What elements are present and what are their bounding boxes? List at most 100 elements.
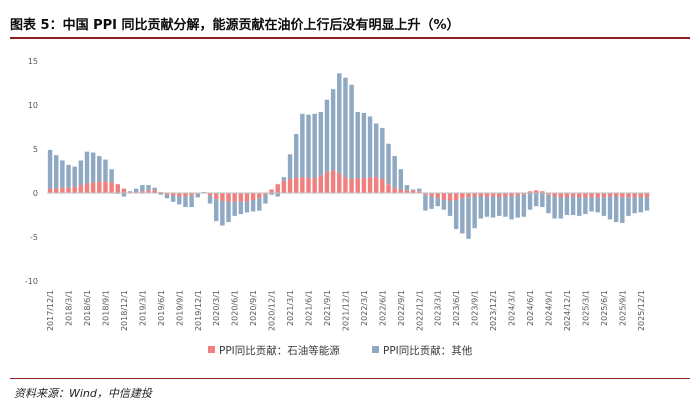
- bar-other: [250, 200, 256, 212]
- bar-energy: [257, 193, 262, 199]
- bar-other: [47, 149, 53, 189]
- bar-other: [380, 127, 385, 179]
- x-tick-label: 2020/3/1: [212, 290, 221, 326]
- bar-series: [47, 73, 650, 239]
- bar-other: [423, 194, 428, 211]
- x-tick-label: 2024/12/1: [563, 290, 572, 331]
- bar-energy: [558, 193, 563, 198]
- bar-other: [306, 114, 311, 179]
- bar-other: [121, 193, 127, 197]
- x-tick-label: 2019/9/1: [175, 290, 184, 326]
- bar-other: [392, 156, 397, 188]
- bar-other: [632, 197, 637, 214]
- bar-energy: [386, 184, 391, 193]
- bar-energy: [429, 193, 434, 197]
- bar-other: [484, 197, 490, 217]
- bar-energy: [324, 171, 330, 193]
- bar-other: [177, 196, 182, 205]
- bar-other: [558, 197, 563, 219]
- bar-energy: [583, 193, 588, 198]
- x-tick-label: 2020/6/1: [231, 290, 240, 326]
- bar-other: [318, 112, 324, 176]
- bar-energy: [620, 193, 625, 198]
- x-tick-label: 2022/9/1: [397, 290, 406, 326]
- bar-energy: [72, 186, 77, 193]
- bar-other: [453, 200, 459, 230]
- bar-energy: [607, 193, 613, 197]
- bar-energy: [552, 193, 557, 197]
- figure-title: 图表 5：中国 PPI 同比贡献分解，能源贡献在油价上行后没有明显上升（%）: [10, 18, 460, 33]
- bar-energy: [250, 193, 256, 201]
- bar-other: [417, 188, 422, 192]
- x-tick-label: 2019/6/1: [157, 290, 166, 326]
- bar-other: [207, 195, 213, 204]
- bar-energy: [84, 183, 90, 193]
- bar-other: [330, 89, 336, 171]
- bar-energy: [343, 177, 348, 193]
- x-tick-label: 2025/6/1: [600, 290, 609, 326]
- bar-energy: [189, 193, 194, 196]
- bar-other: [343, 77, 348, 178]
- bar-other: [404, 185, 410, 191]
- bar-other: [552, 196, 557, 219]
- bar-other: [435, 198, 440, 207]
- bar-energy: [527, 191, 533, 193]
- x-tick-label: 2023/9/1: [471, 290, 480, 326]
- bar-other: [170, 195, 176, 202]
- bar-energy: [54, 188, 59, 193]
- legend-swatch-other: [372, 346, 379, 353]
- x-tick-label: 2020/12/1: [268, 290, 277, 331]
- bar-energy: [423, 193, 428, 195]
- bar-energy: [638, 193, 643, 198]
- bar-energy: [601, 193, 607, 198]
- bar-energy: [644, 193, 650, 198]
- bar-other: [66, 164, 71, 188]
- bar-energy: [392, 187, 397, 193]
- bar-other: [570, 196, 576, 215]
- x-tick-label: 2021/6/1: [305, 290, 314, 326]
- y-tick-label: 15: [28, 57, 38, 66]
- bar-other: [134, 188, 139, 193]
- legend: PPI同比贡献：石油等能源 PPI同比贡献：其他: [208, 344, 473, 357]
- bar-energy: [577, 193, 582, 198]
- x-tick-label: 2025/3/1: [581, 290, 590, 326]
- x-tick-label: 2025/9/1: [618, 290, 627, 326]
- bar-energy: [287, 178, 293, 193]
- bar-other: [195, 193, 200, 198]
- bar-other: [158, 193, 164, 195]
- bar-other: [613, 196, 619, 223]
- bar-other: [367, 116, 373, 178]
- x-tick-label: 2021/9/1: [323, 290, 332, 326]
- bar-other: [60, 160, 65, 188]
- x-tick-label: 2025/12/1: [637, 290, 646, 331]
- bar-energy: [398, 189, 404, 193]
- bar-other: [429, 196, 434, 209]
- bar-energy: [146, 190, 151, 193]
- bar-other: [127, 191, 133, 193]
- bar-other: [232, 201, 237, 216]
- bar-energy: [478, 193, 484, 197]
- bar-other: [226, 201, 231, 223]
- bar-other: [583, 197, 588, 215]
- y-tick-label: 5: [33, 145, 38, 154]
- bar-energy: [152, 190, 157, 193]
- bar-energy: [503, 193, 508, 197]
- bar-other: [281, 177, 287, 181]
- bar-other: [490, 196, 496, 218]
- x-tick-label: 2019/3/1: [138, 290, 147, 326]
- bar-energy: [164, 193, 170, 195]
- x-tick-label: 2023/6/1: [452, 290, 461, 326]
- x-tick-label: 2019/12/1: [194, 290, 203, 331]
- bar-other: [164, 194, 170, 199]
- legend-label-other: PPI同比贡献：其他: [383, 344, 473, 357]
- bar-energy: [589, 193, 594, 198]
- bar-energy: [435, 193, 440, 199]
- bar-energy: [115, 184, 120, 193]
- bar-energy: [460, 193, 465, 199]
- x-tick-label: 2024/9/1: [544, 290, 553, 326]
- bar-energy: [564, 193, 570, 198]
- bar-energy: [447, 193, 453, 201]
- bar-energy: [90, 182, 96, 193]
- bar-energy: [312, 178, 317, 193]
